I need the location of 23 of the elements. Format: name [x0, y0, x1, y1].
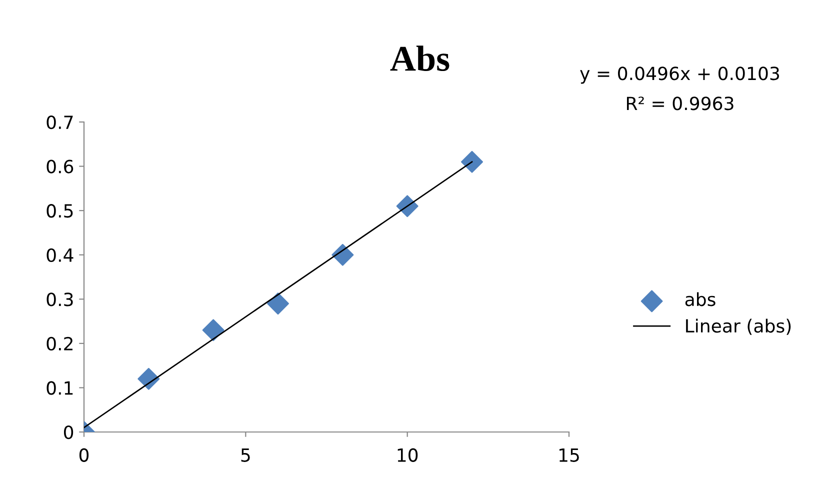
x-tick-label: 15 — [559, 448, 579, 462]
legend-label: abs — [685, 292, 716, 306]
y-tick-label: 0.1 — [46, 381, 73, 395]
y-tick-label: 0.3 — [46, 292, 73, 306]
point — [202, 319, 224, 342]
legend-label: Linear (abs) — [686, 318, 791, 335]
y-tick-label: 0.5 — [46, 204, 73, 218]
x-tick-label: 5 — [241, 448, 250, 462]
point — [267, 292, 289, 315]
y-tick-label: 0.6 — [46, 160, 74, 174]
y-tick-label: 0 — [64, 425, 74, 440]
y-tick-label: 0.4 — [46, 248, 74, 262]
y-tick-label: 0.7 — [46, 115, 73, 130]
text: y = 0.0496x + 0.0103 — [580, 66, 780, 84]
point — [138, 368, 160, 390]
point — [461, 150, 483, 173]
chart-title: Abs — [390, 46, 450, 72]
y-tick-label: 0.2 — [46, 336, 72, 351]
x-tick-label: 0 — [79, 448, 89, 462]
text: R² = 0.9963 — [626, 96, 734, 110]
point — [332, 244, 354, 266]
x-tick-label: 10 — [398, 448, 418, 462]
point — [396, 195, 418, 218]
